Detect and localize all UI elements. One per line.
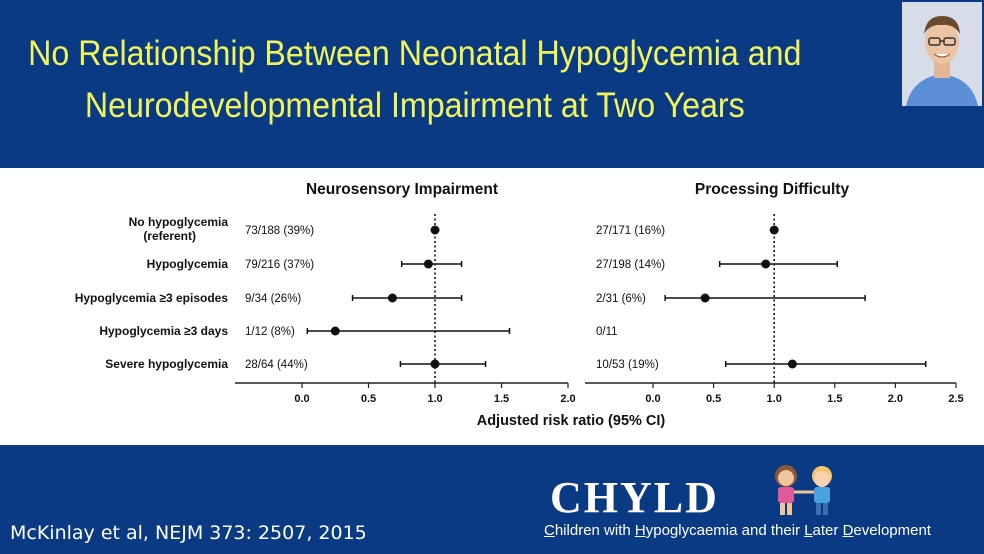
slide-title: No Relationship Between Neonatal Hypogly…	[10, 28, 820, 132]
presenter-photo	[902, 2, 982, 106]
row-label-1: Hypoglycemia	[147, 257, 229, 271]
x-tick-label-2-3: 1.5	[827, 393, 842, 405]
count-label-1-1: 79/216 (37%)	[245, 259, 314, 271]
row-label-3: Hypoglycemia ≥3 days	[99, 324, 228, 338]
count-label-2-0: 27/171 (16%)	[596, 225, 665, 237]
count-label-1-3: 1/12 (8%)	[245, 326, 295, 338]
forest-plot-svg: Neurosensory Impairment 0.0 0.5 1.0 1.5 2.0 No…	[75, 181, 964, 429]
count-label-1-0: 73/188 (39%)	[245, 225, 314, 237]
slide-title-line-2: Neurodevelopmental Impairment at Two Yea…	[84, 86, 745, 125]
count-label-2-4: 10/53 (19%)	[596, 359, 659, 371]
point-estimate-2-0	[769, 225, 779, 235]
count-label-1-4: 28/64 (44%)	[245, 359, 308, 371]
count-label-2-3: 0/11	[596, 326, 618, 338]
x-tick-label-1-2: 1.0	[427, 393, 442, 405]
x-tick-label-1-3: 1.5	[494, 393, 509, 405]
logo-subtitle-text: Children with Hypoglycaemia and their La…	[544, 522, 931, 539]
logo-wordmark: CHYLD	[550, 473, 719, 522]
count-label-2-2: 2/31 (6%)	[596, 293, 646, 305]
x-tick-label-2-5: 2.5	[948, 393, 963, 405]
x-tick-label-1-1: 0.5	[361, 393, 376, 405]
point-estimate-1-2	[387, 293, 397, 303]
x-tick-label-1-4: 2.0	[560, 393, 575, 405]
point-estimate-1-1	[423, 259, 433, 269]
children-illustration-icon	[775, 465, 832, 515]
logo-subtitle: Children with Hypoglycaemia and their La…	[544, 522, 931, 539]
presenter-photo-drawing	[902, 2, 982, 106]
x-tick-label-2-4: 2.0	[888, 393, 903, 405]
slide-title-line-1: No Relationship Between Neonatal Hypogly…	[28, 34, 802, 73]
x-axis-title: Adjusted risk ratio (95% CI)	[477, 413, 666, 429]
point-estimate-2-1	[761, 259, 771, 269]
row-label-0: No hypoglycemia	[129, 215, 229, 229]
point-estimate-1-3	[330, 326, 340, 336]
count-label-1-2: 9/34 (26%)	[245, 293, 301, 305]
x-tick-label-2-1: 0.5	[706, 393, 721, 405]
x-tick-label-2-2: 1.0	[767, 393, 782, 405]
point-estimate-2-2	[700, 293, 710, 303]
point-estimate-1-4	[430, 359, 440, 369]
count-label-2-1: 27/198 (14%)	[596, 259, 665, 271]
point-estimate-1-0	[430, 225, 440, 235]
panel-title-1: Neurosensory Impairment	[306, 181, 498, 198]
row-label-4: Severe hypoglycemia	[105, 357, 228, 371]
x-tick-label-1-0: 0.0	[294, 393, 309, 405]
citation: McKinlay et al, NEJM 373: 2507, 2015	[10, 522, 367, 544]
chyld-logo: CHYLD Children with Hypoglycaemia and th…	[544, 462, 974, 546]
panel-title-2: Processing Difficulty	[695, 181, 850, 198]
title-band: No Relationship Between Neonatal Hypogly…	[0, 0, 984, 168]
x-tick-label-2-0: 0.0	[645, 393, 660, 405]
row-label-sub-0: (referent)	[143, 229, 196, 243]
forest-plot-area: Neurosensory Impairment 0.0 0.5 1.0 1.5 2.0 No…	[0, 168, 984, 445]
row-label-2: Hypoglycemia ≥3 episodes	[75, 291, 229, 305]
point-estimate-2-4	[787, 359, 797, 369]
